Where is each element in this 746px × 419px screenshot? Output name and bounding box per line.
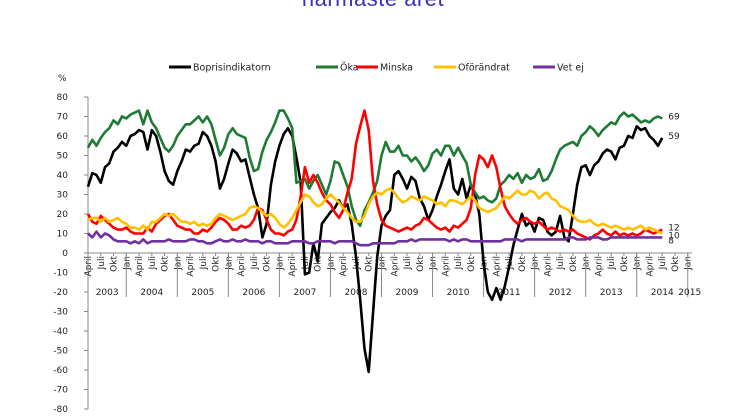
x-month-label: Jan [377, 256, 387, 271]
y-tick-label: -30 [53, 308, 68, 318]
x-month-label: Okt [314, 256, 324, 272]
y-tick-label: -40 [53, 327, 68, 337]
x-month-label: Jan [326, 256, 336, 271]
x-month-label: Okt [467, 256, 477, 272]
x-month-label: Jan [122, 256, 132, 271]
series-line [86, 125, 664, 374]
x-month-label: April [288, 256, 298, 277]
legend-label: Vet ej [557, 63, 584, 74]
x-year-label: 2013 [600, 288, 623, 298]
y-tick-label: -50 [53, 347, 68, 357]
x-month-label: April [441, 256, 451, 277]
x-month-label: April [186, 256, 196, 277]
x-year-label: 2015 [678, 288, 701, 298]
x-month-label: Jan [633, 256, 643, 271]
x-month-label: Jan [429, 256, 439, 271]
x-year-label: 2014 [651, 288, 674, 298]
y-tick-label: 40 [57, 171, 69, 181]
x-month-label: Jan [275, 256, 285, 271]
x-month-label: April [390, 256, 400, 277]
x-month-label: Juli [250, 256, 260, 270]
y-tick-label: 60 [57, 132, 69, 142]
y-tick-label: 80 [57, 93, 69, 103]
y-tick-label: -10 [53, 269, 68, 279]
x-month-label: April [492, 256, 502, 277]
x-month-label: Jan [684, 256, 694, 271]
y-tick-label: -20 [53, 288, 68, 298]
x-year-label: 2011 [498, 288, 521, 298]
x-month-label: Jan [582, 256, 592, 271]
x-year-label: 2007 [293, 288, 316, 298]
x-month-label: Okt [569, 256, 579, 272]
y-tick-label: 20 [57, 210, 69, 220]
x-month-label: Okt [212, 256, 222, 272]
y-tick-label: 0 [62, 249, 68, 259]
x-month-label: Juli [97, 256, 107, 270]
x-month-label: Jan [173, 256, 183, 271]
x-month-label: Juli [454, 256, 464, 270]
legend-label: Minska [380, 63, 413, 74]
x-month-label: Okt [110, 256, 120, 272]
x-month-label: Jan [224, 256, 234, 271]
y-tick-label: 50 [57, 152, 69, 162]
y-tick-label: 30 [57, 191, 69, 201]
series-end-label: 69 [668, 112, 680, 122]
x-year-label: 2005 [191, 288, 214, 298]
x-month-label: Juli [199, 256, 209, 270]
x-month-label: April [135, 256, 145, 277]
x-month-label: April [645, 256, 655, 277]
x-month-label: Okt [671, 256, 681, 272]
x-month-label: Juli [148, 256, 158, 270]
series-end-label: 12 [668, 224, 679, 234]
x-month-label: Juli [607, 256, 617, 270]
y-tick-label: -60 [53, 366, 68, 376]
legend-label: Öka [340, 63, 359, 74]
x-year-label: 2009 [396, 288, 419, 298]
series-line [86, 109, 663, 241]
x-month-label: Okt [263, 256, 273, 272]
y-tick-label: -70 [53, 386, 68, 396]
x-month-label: Juli [403, 256, 413, 270]
x-month-label: Okt [416, 256, 426, 272]
x-year-label: 2008 [345, 288, 368, 298]
x-month-label: April [594, 256, 604, 277]
series-line [87, 230, 663, 247]
x-month-label: April [84, 256, 94, 277]
series-end-label: 8 [668, 236, 674, 246]
x-year-label: 2003 [96, 288, 119, 298]
x-month-label: April [237, 256, 247, 277]
y-tick-label: -80 [53, 405, 68, 415]
x-month-label: Juli [658, 256, 668, 270]
x-year-label: 2010 [447, 288, 470, 298]
series-line [87, 187, 663, 235]
x-month-label: Juli [556, 256, 566, 270]
series-end-label: 59 [668, 132, 680, 142]
series-line [86, 109, 663, 227]
y-axis-unit: % [58, 74, 67, 84]
y-tick-label: 70 [57, 113, 69, 123]
x-year-label: 2012 [549, 288, 572, 298]
x-month-label: April [543, 256, 553, 277]
x-month-label: Okt [518, 256, 528, 272]
legend-label: Boprisindikatorn [193, 63, 271, 74]
x-month-label: April [339, 256, 349, 277]
x-month-label: Okt [365, 256, 375, 272]
chart-title: närmaste året [0, 0, 746, 12]
series-end-label: 10 [668, 232, 680, 242]
x-month-label: Juli [301, 256, 311, 270]
x-year-label: 2004 [140, 288, 163, 298]
x-month-label: Okt [620, 256, 630, 272]
x-year-label: 2006 [242, 288, 265, 298]
legend-label: Oförändrat [458, 63, 510, 74]
x-month-label: Jan [531, 256, 541, 271]
y-tick-label: 10 [57, 230, 69, 240]
x-month-label: Okt [161, 256, 171, 272]
